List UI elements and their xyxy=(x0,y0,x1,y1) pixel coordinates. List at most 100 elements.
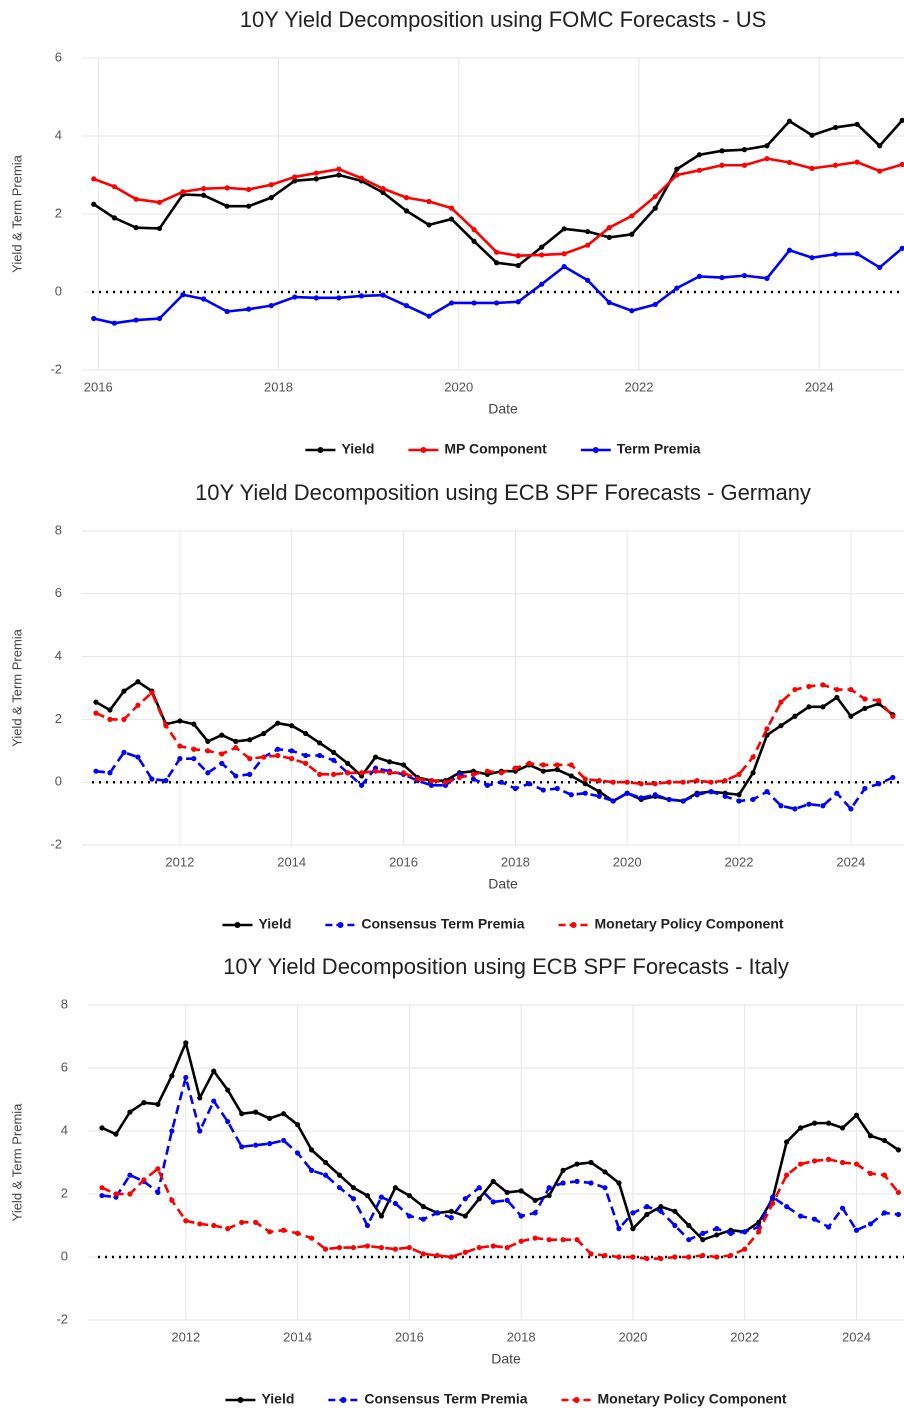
chart-title: 10Y Yield Decomposition using FOMC Forec… xyxy=(240,7,767,32)
series-point xyxy=(786,118,793,124)
series-point xyxy=(540,768,546,774)
series-point xyxy=(806,683,812,690)
legend-swatch-point xyxy=(592,447,599,453)
legend-label: Consensus Term Premia xyxy=(364,1391,527,1407)
series-point xyxy=(574,1237,580,1243)
series-point xyxy=(322,1159,329,1166)
series-point xyxy=(225,1087,231,1093)
series-point xyxy=(191,756,197,762)
series-point xyxy=(163,778,169,784)
x-tick-label: 2016 xyxy=(84,379,113,394)
y-tick-label: 4 xyxy=(55,127,62,142)
series-point xyxy=(225,1226,231,1232)
series-point xyxy=(180,189,186,195)
series-point xyxy=(448,300,455,306)
series-point xyxy=(141,1177,147,1183)
series-point xyxy=(532,1235,538,1241)
series-line xyxy=(95,680,894,803)
legend-swatch-point xyxy=(573,1397,580,1403)
series-point xyxy=(585,277,591,283)
series-point xyxy=(834,686,840,693)
x-tick-label: 2016 xyxy=(395,1329,424,1344)
series-point xyxy=(180,292,186,298)
legend-swatch-point xyxy=(317,447,324,453)
series-point xyxy=(532,1197,538,1203)
series-point xyxy=(406,1213,412,1219)
series-point xyxy=(854,251,860,257)
series-point xyxy=(560,1237,566,1243)
series-point xyxy=(876,697,882,704)
series-point xyxy=(336,1185,343,1191)
x-tick-label: 2022 xyxy=(625,379,654,394)
series-point xyxy=(364,1222,371,1229)
y-tick-label: -2 xyxy=(50,361,62,376)
series-point xyxy=(183,1074,189,1081)
y-tick-label: 0 xyxy=(55,774,62,789)
legend-swatch-point xyxy=(570,922,577,928)
series-point xyxy=(786,159,793,166)
series-point xyxy=(658,1255,664,1262)
series-point xyxy=(111,215,118,221)
series-point xyxy=(539,281,545,287)
series-point xyxy=(778,803,784,809)
series-point xyxy=(420,1204,426,1210)
series-point xyxy=(239,1219,245,1225)
legend-item: Consensus Term Premia xyxy=(325,916,525,932)
series-point xyxy=(560,1167,566,1173)
series-point xyxy=(806,704,812,710)
series-point xyxy=(585,228,591,235)
x-tick-label: 2012 xyxy=(171,1329,200,1344)
series-point xyxy=(798,1213,804,1219)
legend-label: Yield xyxy=(341,441,374,457)
series-point xyxy=(764,275,770,281)
series-point xyxy=(211,1098,217,1104)
series-point xyxy=(233,773,239,779)
series-point xyxy=(602,1252,608,1259)
series-point xyxy=(750,796,756,803)
series-point xyxy=(292,178,298,184)
series-point xyxy=(624,779,630,785)
series-point xyxy=(292,174,298,180)
series-point xyxy=(694,778,700,784)
series-point xyxy=(372,754,379,760)
series-point xyxy=(177,756,183,762)
series-point xyxy=(426,313,432,319)
series-point xyxy=(629,213,635,219)
series-point xyxy=(470,771,477,777)
series-point xyxy=(400,770,407,776)
series-point xyxy=(784,1172,790,1178)
series-point xyxy=(867,1170,874,1177)
x-tick-label: 2022 xyxy=(730,1329,759,1344)
y-axis-label: Yield & Term Premia xyxy=(9,628,24,747)
series-point xyxy=(696,152,703,158)
series-point xyxy=(313,295,319,301)
series-point xyxy=(156,225,163,232)
series-point xyxy=(127,1172,133,1178)
series-point xyxy=(899,245,904,251)
series-point xyxy=(350,1196,357,1202)
series-point xyxy=(630,1226,636,1232)
series-point xyxy=(149,690,155,696)
series-point xyxy=(471,227,477,233)
y-axis-label: Yield & Term Premia xyxy=(9,154,24,273)
series-point xyxy=(741,162,748,168)
series-point xyxy=(862,785,868,792)
series-point xyxy=(756,1219,762,1225)
series-point xyxy=(867,1133,874,1139)
series-point xyxy=(205,748,211,754)
series-point xyxy=(606,299,612,306)
chart-title: 10Y Yield Decomposition using ECB SPF Fo… xyxy=(223,954,789,979)
series-point xyxy=(546,1192,552,1199)
series-point xyxy=(462,1249,468,1255)
series-point xyxy=(462,1213,468,1219)
series-point xyxy=(322,1246,329,1252)
series-point xyxy=(602,1185,608,1191)
x-tick-label: 2018 xyxy=(507,1329,536,1344)
series-point xyxy=(336,1172,343,1178)
series-point xyxy=(336,295,342,301)
series-point xyxy=(211,1068,217,1074)
series-point xyxy=(177,743,183,749)
series-point xyxy=(825,1224,832,1230)
series-point xyxy=(596,778,602,784)
series-point xyxy=(406,1192,412,1199)
